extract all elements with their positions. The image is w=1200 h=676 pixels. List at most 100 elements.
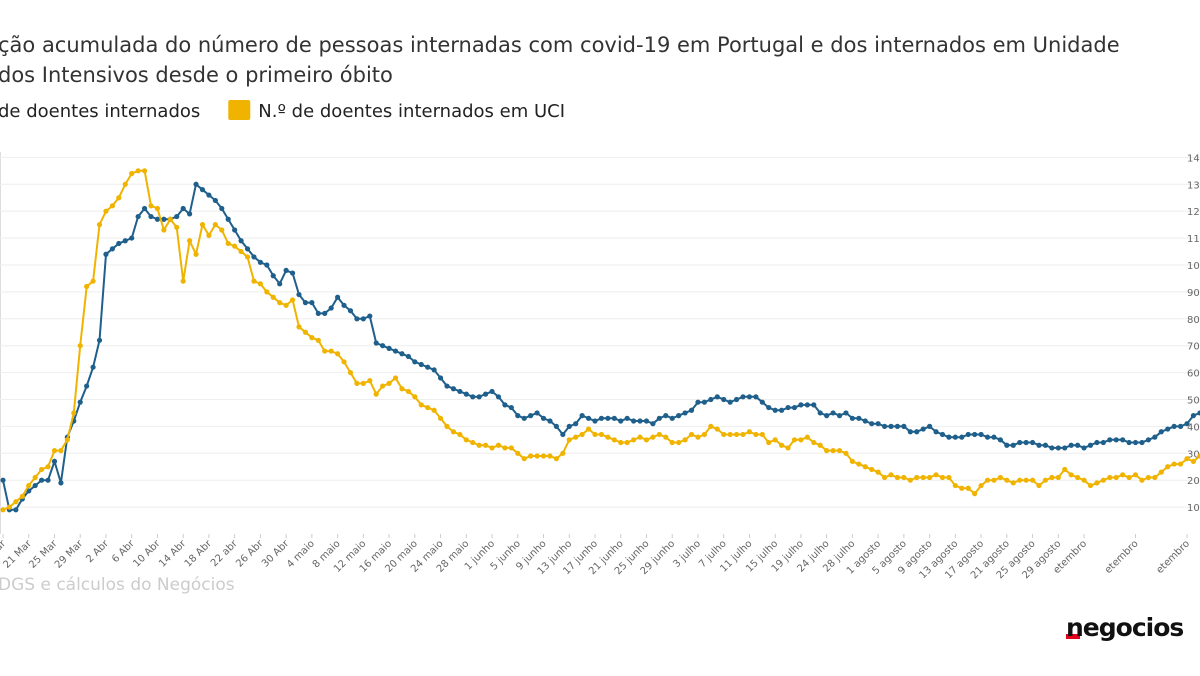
data-point bbox=[1010, 442, 1016, 448]
data-point bbox=[335, 294, 341, 300]
data-point bbox=[669, 439, 675, 446]
data-point bbox=[1113, 474, 1119, 481]
data-point bbox=[354, 316, 360, 322]
data-point bbox=[1197, 410, 1200, 416]
data-point bbox=[1120, 437, 1126, 443]
data-point bbox=[566, 423, 572, 429]
x-tick-label: 4 maio bbox=[285, 538, 317, 570]
data-point bbox=[1177, 461, 1184, 467]
y-tick-label: 40 bbox=[1187, 422, 1200, 433]
data-point bbox=[650, 421, 656, 427]
data-point bbox=[45, 477, 51, 483]
data-point bbox=[540, 453, 547, 459]
y-tick-label: 50 bbox=[1187, 395, 1200, 406]
y-tick-label: 30 bbox=[1187, 449, 1200, 460]
data-point bbox=[695, 434, 701, 440]
data-point bbox=[772, 437, 778, 443]
data-point bbox=[862, 464, 868, 470]
data-point bbox=[927, 423, 933, 429]
data-point bbox=[470, 439, 476, 446]
y-tick-label: 14 bbox=[1187, 153, 1200, 164]
data-point bbox=[560, 431, 566, 438]
data-point bbox=[1087, 482, 1094, 489]
data-point bbox=[843, 450, 849, 456]
data-point bbox=[663, 413, 669, 419]
data-point bbox=[791, 437, 798, 443]
data-point bbox=[341, 359, 347, 365]
data-point bbox=[1184, 456, 1190, 462]
data-point bbox=[779, 407, 785, 413]
data-point bbox=[373, 340, 379, 346]
data-point bbox=[84, 383, 90, 389]
data-point bbox=[315, 337, 321, 343]
data-point bbox=[418, 402, 424, 408]
data-point bbox=[824, 448, 830, 454]
data-point bbox=[1004, 442, 1010, 448]
data-point bbox=[508, 404, 514, 411]
data-point bbox=[1158, 429, 1164, 435]
data-point bbox=[701, 431, 707, 438]
data-point bbox=[96, 337, 103, 343]
y-tick-label: 90 bbox=[1187, 288, 1200, 299]
data-point bbox=[894, 474, 901, 481]
data-point bbox=[1132, 439, 1139, 446]
data-point bbox=[360, 380, 366, 386]
data-point bbox=[656, 431, 662, 438]
data-point bbox=[946, 434, 952, 440]
data-point bbox=[695, 399, 701, 405]
data-point bbox=[244, 254, 251, 260]
data-point bbox=[592, 418, 598, 424]
data-point bbox=[1107, 474, 1113, 481]
data-point bbox=[193, 251, 199, 257]
data-point bbox=[830, 448, 836, 454]
data-point bbox=[199, 187, 206, 193]
data-point bbox=[856, 461, 862, 467]
data-point bbox=[727, 431, 733, 438]
data-point bbox=[920, 426, 926, 432]
data-point bbox=[637, 434, 643, 440]
data-point bbox=[405, 353, 411, 360]
data-point bbox=[746, 429, 753, 435]
data-point bbox=[875, 469, 881, 475]
data-point bbox=[688, 431, 695, 438]
data-point bbox=[585, 426, 592, 432]
series-line bbox=[2, 169, 1200, 511]
data-point bbox=[701, 399, 707, 405]
data-point bbox=[1029, 439, 1036, 446]
data-point bbox=[90, 278, 96, 284]
data-point bbox=[894, 423, 901, 429]
data-point bbox=[283, 302, 289, 308]
data-point bbox=[643, 437, 650, 443]
data-point bbox=[13, 499, 19, 505]
data-point bbox=[907, 477, 913, 483]
data-point bbox=[746, 394, 753, 400]
data-point bbox=[637, 418, 643, 424]
data-point bbox=[836, 448, 843, 454]
data-point bbox=[553, 456, 559, 462]
data-point bbox=[733, 431, 740, 438]
data-point bbox=[1075, 442, 1081, 448]
data-point bbox=[1190, 413, 1197, 419]
data-point bbox=[779, 442, 785, 448]
data-point bbox=[154, 205, 161, 212]
legend-label: de doentes internados bbox=[0, 101, 200, 122]
data-point bbox=[611, 437, 617, 443]
data-point bbox=[225, 240, 231, 247]
data-point bbox=[13, 507, 19, 513]
data-point bbox=[354, 380, 360, 386]
data-point bbox=[1126, 439, 1132, 446]
data-point bbox=[1145, 437, 1151, 443]
data-point bbox=[573, 434, 579, 440]
data-point bbox=[206, 232, 212, 238]
data-point bbox=[425, 404, 431, 411]
data-point bbox=[933, 472, 939, 478]
data-point bbox=[869, 466, 875, 473]
data-point bbox=[1062, 445, 1068, 451]
data-point bbox=[881, 474, 888, 481]
data-point bbox=[199, 222, 206, 228]
data-point bbox=[277, 300, 283, 306]
data-point bbox=[26, 488, 32, 494]
data-point bbox=[1055, 474, 1061, 481]
y-tick-label: 80 bbox=[1187, 315, 1200, 326]
data-point bbox=[1017, 477, 1023, 483]
